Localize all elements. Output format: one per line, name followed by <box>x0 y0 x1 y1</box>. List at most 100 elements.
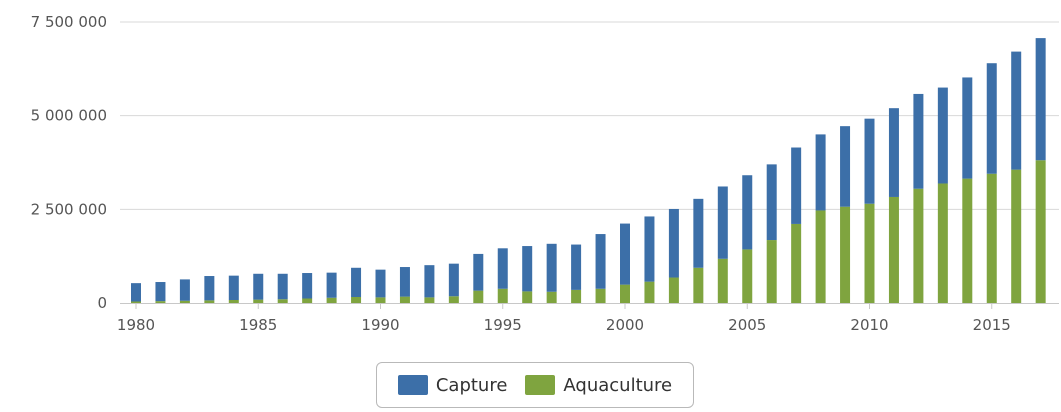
bar-capture-1991[interactable] <box>399 267 410 297</box>
bar-capture-1987[interactable] <box>302 273 313 299</box>
bar-aquaculture-1995[interactable] <box>497 288 508 303</box>
bar-capture-1983[interactable] <box>204 276 215 301</box>
bar-capture-1982[interactable] <box>179 279 190 301</box>
bar-aquaculture-2017[interactable] <box>1035 160 1046 303</box>
bar-aquaculture-1990[interactable] <box>375 297 386 303</box>
x-tick-label: 2000 <box>606 316 644 334</box>
x-tick-label: 1990 <box>361 316 399 334</box>
bar-aquaculture-1981[interactable] <box>155 301 166 303</box>
x-tick-label: 1995 <box>484 316 522 334</box>
bar-aquaculture-1994[interactable] <box>473 290 484 303</box>
bar-capture-2008[interactable] <box>815 134 826 211</box>
bar-aquaculture-2007[interactable] <box>791 223 802 303</box>
bar-capture-2005[interactable] <box>742 175 753 250</box>
bar-aquaculture-1997[interactable] <box>546 291 557 303</box>
bar-aquaculture-2008[interactable] <box>815 210 826 303</box>
legend: Capture Aquaculture <box>376 362 694 408</box>
y-tick-label: 0 <box>97 294 107 312</box>
bar-aquaculture-1980[interactable] <box>131 301 141 303</box>
bar-aquaculture-2015[interactable] <box>986 173 997 303</box>
x-tick-label: 2005 <box>728 316 766 334</box>
bar-aquaculture-1987[interactable] <box>302 298 313 303</box>
bar-aquaculture-1998[interactable] <box>571 289 582 303</box>
bar-aquaculture-1989[interactable] <box>351 297 362 303</box>
bar-capture-2016[interactable] <box>1011 51 1022 170</box>
gridlines <box>120 21 1059 210</box>
bar-aquaculture-2004[interactable] <box>717 258 728 303</box>
legend-item-aquaculture[interactable]: Aquaculture <box>525 375 672 396</box>
legend-label-aquaculture: Aquaculture <box>563 374 673 396</box>
legend-label-capture: Capture <box>435 374 508 396</box>
bar-capture-1992[interactable] <box>424 265 435 298</box>
bar-capture-2007[interactable] <box>791 147 802 224</box>
bar-aquaculture-1983[interactable] <box>204 300 215 303</box>
bar-capture-2014[interactable] <box>962 77 973 179</box>
bar-capture-2004[interactable] <box>717 186 728 259</box>
bar-capture-1989[interactable] <box>351 267 362 298</box>
bar-aquaculture-2006[interactable] <box>766 240 777 303</box>
bar-capture-1996[interactable] <box>522 246 533 292</box>
bar-capture-2010[interactable] <box>864 118 875 204</box>
bar-aquaculture-1993[interactable] <box>448 296 459 303</box>
bar-capture-2006[interactable] <box>766 164 777 241</box>
bar-capture-1984[interactable] <box>228 275 239 301</box>
x-tick-label: 2015 <box>973 316 1011 334</box>
bar-capture-1994[interactable] <box>473 253 484 291</box>
bar-aquaculture-1985[interactable] <box>253 299 264 303</box>
bar-aquaculture-2016[interactable] <box>1011 169 1022 303</box>
bar-capture-1997[interactable] <box>546 243 557 292</box>
bar-aquaculture-1996[interactable] <box>522 291 533 303</box>
bar-aquaculture-2009[interactable] <box>840 206 851 303</box>
y-tick-label: 7 500 000 <box>31 13 107 31</box>
bar-aquaculture-1988[interactable] <box>326 297 337 303</box>
bar-capture-1985[interactable] <box>253 273 264 300</box>
axes: 0 2 500 000 5 000 000 7 500 000 1980 1985 1990… <box>31 13 1059 334</box>
bar-aquaculture-2014[interactable] <box>962 178 973 303</box>
bar-capture-2009[interactable] <box>840 126 851 207</box>
bar-aquaculture-2002[interactable] <box>668 277 679 303</box>
bar-aquaculture-2001[interactable] <box>644 281 655 303</box>
bar-aquaculture-2012[interactable] <box>913 188 924 303</box>
bar-aquaculture-1992[interactable] <box>424 297 435 303</box>
bar-capture-2001[interactable] <box>644 216 655 282</box>
bar-capture-2015[interactable] <box>986 63 997 174</box>
x-tick-label: 2010 <box>850 316 888 334</box>
legend-item-capture[interactable]: Capture <box>397 374 508 396</box>
bar-aquaculture-2011[interactable] <box>888 196 899 303</box>
bar-capture-2000[interactable] <box>620 223 630 285</box>
y-tick-label: 2 500 000 <box>31 200 107 218</box>
y-tick-label: 5 000 000 <box>31 107 107 125</box>
bar-aquaculture-1991[interactable] <box>399 296 410 303</box>
bar-capture-1999[interactable] <box>595 234 606 289</box>
bar-aquaculture-2013[interactable] <box>937 183 948 303</box>
bar-aquaculture-1986[interactable] <box>277 299 288 303</box>
bar-capture-1998[interactable] <box>571 244 582 290</box>
bar-capture-1990[interactable] <box>375 269 386 298</box>
bars <box>131 38 1046 303</box>
bar-capture-1993[interactable] <box>448 263 459 297</box>
bar-capture-1988[interactable] <box>326 272 337 298</box>
x-tick-label: 1980 <box>117 316 155 334</box>
x-tick-label: 1985 <box>239 316 277 334</box>
bar-aquaculture-1984[interactable] <box>228 300 239 303</box>
bar-capture-2017[interactable] <box>1035 38 1046 161</box>
bar-capture-2012[interactable] <box>913 93 924 189</box>
bar-capture-2003[interactable] <box>693 198 704 268</box>
bar-capture-2013[interactable] <box>937 87 948 184</box>
bar-aquaculture-2000[interactable] <box>620 284 630 303</box>
bar-aquaculture-1999[interactable] <box>595 288 606 303</box>
stacked-bar-chart: 0 2 500 000 5 000 000 7 500 000 1980 1985 1990… <box>31 13 1059 334</box>
bar-capture-1995[interactable] <box>497 248 508 289</box>
bar-capture-2002[interactable] <box>668 208 679 278</box>
bar-capture-2011[interactable] <box>888 108 899 197</box>
bar-capture-1980[interactable] <box>131 283 141 302</box>
bar-aquaculture-2005[interactable] <box>742 249 753 303</box>
bar-aquaculture-2003[interactable] <box>693 267 704 303</box>
bar-capture-1981[interactable] <box>155 282 166 302</box>
legend-swatch-capture <box>397 375 428 395</box>
legend-swatch-aquaculture <box>525 375 556 395</box>
bar-aquaculture-2010[interactable] <box>864 203 875 303</box>
bar-aquaculture-1982[interactable] <box>179 300 190 303</box>
bar-capture-1986[interactable] <box>277 273 288 300</box>
